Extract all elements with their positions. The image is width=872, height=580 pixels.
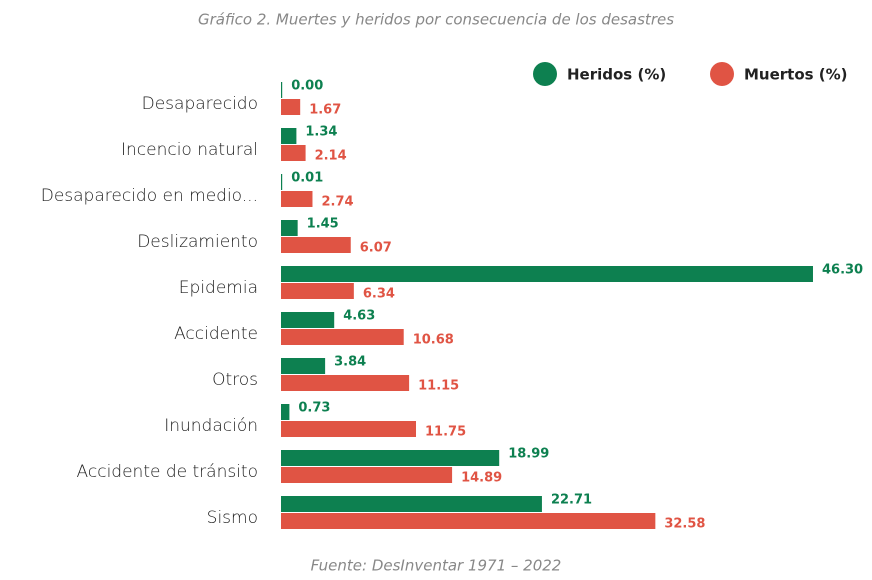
bar xyxy=(281,450,500,466)
category-label: Accidente de tránsito xyxy=(77,462,258,482)
category-label: Desaparecido xyxy=(142,94,258,114)
value-label: 2.14 xyxy=(315,149,347,164)
value-label: 10.68 xyxy=(413,333,454,348)
value-label: 32.58 xyxy=(664,517,705,532)
bar xyxy=(281,467,453,483)
value-label: 0.73 xyxy=(298,401,330,416)
value-label: 22.71 xyxy=(551,493,592,508)
bar xyxy=(281,329,404,345)
value-label: 1.34 xyxy=(305,125,337,140)
bar xyxy=(281,375,410,391)
category-label: Deslizamiento xyxy=(137,232,258,252)
bar xyxy=(281,404,290,420)
value-label: 6.34 xyxy=(363,287,395,302)
legend-label: Heridos (%) xyxy=(567,66,666,84)
legend-swatch xyxy=(710,62,734,86)
value-label: 0.00 xyxy=(291,79,323,94)
bar xyxy=(281,496,542,512)
category-label: Otros xyxy=(212,370,258,390)
value-label: 1.45 xyxy=(307,217,339,232)
bar xyxy=(281,237,351,253)
bar xyxy=(281,128,297,144)
bar xyxy=(281,191,313,207)
bar xyxy=(281,312,335,328)
bar xyxy=(281,513,656,529)
bar xyxy=(281,358,326,374)
legend-label: Muertos (%) xyxy=(744,66,848,84)
value-label: 4.63 xyxy=(343,309,375,324)
value-label: 11.75 xyxy=(425,425,466,440)
value-label: 0.01 xyxy=(291,171,323,186)
value-label: 1.67 xyxy=(309,103,341,118)
value-label: 6.07 xyxy=(360,241,392,256)
category-label: Sismo xyxy=(207,508,258,528)
value-label: 3.84 xyxy=(334,355,366,370)
category-label: Epidemia xyxy=(179,278,258,298)
bar xyxy=(281,266,813,282)
value-label: 18.99 xyxy=(508,447,549,462)
category-label: Incencio natural xyxy=(121,140,258,160)
bar xyxy=(281,82,283,98)
bar xyxy=(281,220,298,236)
value-label: 2.74 xyxy=(321,195,353,210)
bar xyxy=(281,283,354,299)
value-label: 46.30 xyxy=(822,263,863,278)
chart-title: Gráfico 2. Muertes y heridos por consecu… xyxy=(198,11,674,29)
bar xyxy=(281,145,306,161)
bar xyxy=(281,421,417,437)
bar xyxy=(281,99,301,115)
bar xyxy=(281,174,283,190)
chart-source: Fuente: DesInventar 1971 – 2022 xyxy=(311,557,562,575)
value-label: 14.89 xyxy=(461,471,502,486)
legend-swatch xyxy=(533,62,557,86)
value-label: 11.15 xyxy=(418,379,459,394)
category-label: Desaparecido en medio... xyxy=(41,186,258,206)
category-label: Accidente xyxy=(174,324,258,344)
category-label: Inundación xyxy=(164,416,258,436)
